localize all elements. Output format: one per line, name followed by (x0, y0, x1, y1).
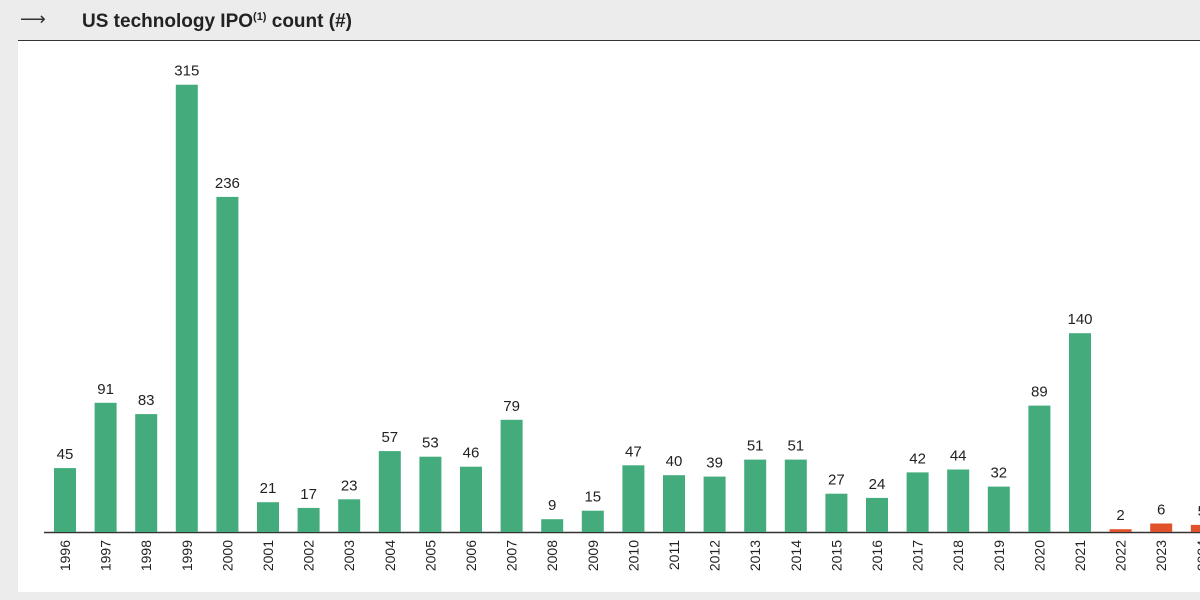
value-label-2024: 5 (1198, 503, 1200, 520)
value-label-2008: 9 (548, 497, 556, 514)
value-label-1999: 315 (174, 63, 199, 80)
value-label-2016: 24 (869, 476, 886, 493)
bar-2004 (378, 451, 401, 532)
bar-2013 (744, 459, 767, 532)
bar-2016 (866, 497, 888, 532)
value-label-2004: 57 (381, 429, 398, 446)
bar-1998 (135, 414, 158, 532)
x-tick-label-2023: 2023 (1153, 540, 1169, 571)
value-label-2020: 89 (1031, 384, 1048, 401)
x-tick-label-2014: 2014 (788, 540, 804, 571)
x-tick-label-2019: 2019 (991, 540, 1007, 571)
value-label-2021: 140 (1067, 311, 1092, 328)
bar-2014 (784, 459, 807, 532)
bar-2021 (1069, 333, 1091, 532)
value-label-2003: 23 (341, 477, 358, 494)
value-label-1997: 91 (97, 381, 114, 398)
value-label-2019: 32 (990, 465, 1007, 482)
x-tick-label-2002: 2002 (301, 540, 317, 571)
bar-2012 (703, 476, 726, 532)
bar-2010 (622, 465, 645, 532)
bar-1999 (175, 84, 198, 532)
value-label-2017: 42 (909, 450, 926, 467)
x-tick-label-2024: 2024 (1194, 540, 1200, 571)
x-tick-label-1997: 1997 (98, 540, 114, 571)
bar-2000 (216, 196, 239, 532)
value-label-2002: 17 (300, 486, 317, 503)
bar-2006 (460, 466, 482, 532)
x-tick-label-2009: 2009 (585, 540, 601, 571)
bar-2001 (257, 502, 279, 532)
value-label-1996: 45 (57, 446, 74, 463)
chart-title: US technology IPO(1) count (#) (82, 11, 352, 33)
value-label-2001: 21 (260, 480, 277, 497)
value-label-2018: 44 (950, 448, 967, 465)
bar-2007 (500, 419, 523, 532)
x-tick-label-2007: 2007 (504, 540, 520, 571)
bar-2020 (1028, 405, 1051, 532)
x-tick-label-1996: 1996 (57, 540, 73, 571)
bar-1997 (94, 402, 117, 532)
value-label-2007: 79 (503, 398, 520, 415)
x-tick-label-2018: 2018 (950, 540, 966, 571)
bar-2008 (541, 519, 564, 532)
x-tick-label-2011: 2011 (666, 540, 682, 570)
value-label-2015: 27 (828, 472, 845, 489)
x-tick-label-2001: 2001 (260, 540, 276, 571)
x-tick-label-1999: 1999 (179, 540, 195, 571)
chart-title-main: US technology IPO (82, 11, 254, 32)
x-tick-label-2010: 2010 (625, 540, 641, 571)
x-tick-label-2006: 2006 (463, 540, 479, 571)
bar-2023 (1150, 523, 1173, 532)
chart-card: ⟶ US technology IPO(1) count (#) (18, 0, 1200, 592)
x-tick-label-2020: 2020 (1031, 540, 1047, 571)
bar-2002 (297, 507, 320, 532)
x-tick-label-2000: 2000 (219, 540, 235, 571)
bar-2018 (947, 469, 970, 532)
bar-2005 (419, 456, 442, 532)
value-label-2013: 51 (747, 438, 764, 455)
value-label-2022: 2 (1116, 507, 1124, 524)
bar-1996 (54, 468, 76, 532)
value-label-2011: 40 (666, 453, 683, 470)
bar-2003 (338, 499, 361, 532)
value-label-2006: 46 (463, 445, 480, 462)
value-label-2009: 15 (584, 489, 601, 506)
bar-2011 (663, 475, 685, 532)
chart-title-footnote: (1) (253, 11, 267, 23)
x-tick-label-2016: 2016 (869, 540, 885, 571)
bar-2009 (581, 510, 604, 532)
x-tick-label-2013: 2013 (747, 540, 763, 571)
x-tick-label-2008: 2008 (544, 540, 560, 571)
bar-2022 (1109, 529, 1132, 532)
x-tick-label-2004: 2004 (382, 540, 398, 571)
bar-2015 (825, 493, 848, 532)
bar-2024 (1190, 524, 1200, 532)
x-tick-label-1998: 1998 (138, 540, 154, 571)
bar-2019 (987, 486, 1010, 532)
value-label-1998: 83 (138, 392, 155, 409)
value-label-2014: 51 (787, 438, 804, 455)
x-tick-label-2022: 2022 (1113, 540, 1129, 571)
chart-title-rest: count (#) (266, 11, 352, 32)
value-label-2005: 53 (422, 435, 439, 452)
value-label-2023: 6 (1157, 502, 1165, 519)
value-label-2012: 39 (706, 455, 723, 472)
title-bar: ⟶ US technology IPO(1) count (#) (18, 0, 1200, 41)
x-tick-label-2017: 2017 (910, 540, 926, 571)
x-tick-label-2003: 2003 (341, 540, 357, 571)
x-tick-label-2021: 2021 (1072, 540, 1088, 571)
x-tick-label-2012: 2012 (707, 540, 723, 571)
x-tick-label-2005: 2005 (422, 540, 438, 571)
value-label-2010: 47 (625, 443, 642, 460)
bar-2017 (906, 472, 929, 532)
x-tick-label-2015: 2015 (828, 540, 844, 571)
value-label-2000: 236 (215, 175, 240, 192)
